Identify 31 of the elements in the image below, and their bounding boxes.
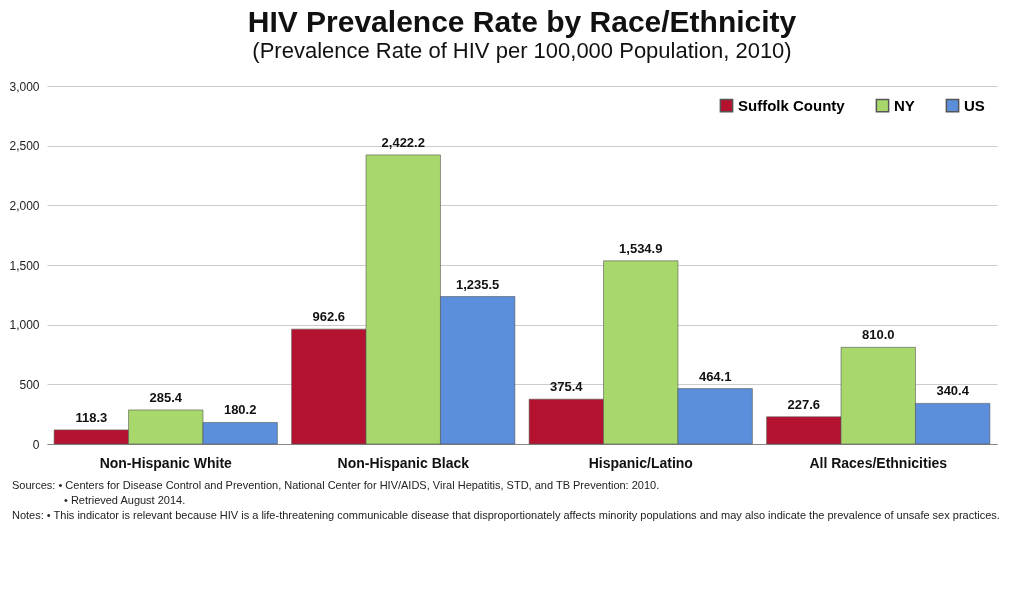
data-label: 464.1 [698,368,732,384]
data-label: 1,235.5 [455,276,500,292]
text: • Retrieved August 2014. [63,493,187,508]
y-tick-label: 1,000 [9,318,40,333]
data-label: 285.4 [149,389,183,405]
x-tick-label: All Races/Ethnicities [809,454,948,471]
data-label: 180.2 [223,402,257,418]
y-tick-label: 1,500 [9,258,40,273]
chart-subtitle: (Prevalence Rate of HIV per 100,000 Population, 2010) [252,38,792,63]
x-tick-label: Non-Hispanic Black [337,454,470,471]
text: Notes: • This indicator is relevant because HIV is a life-threatening communicable disease that disproportionately affects minority populations and may also indicate the prevalence of unsafe sex practices. [12,508,1001,523]
data-label: 375.4 [550,379,584,395]
source-note: Sources: • Centers for Disease Control and Prevention, National Center for HIV/AIDS, Viral Hepatitis, STD, and TB Prevention: 2010. [12,478,661,493]
data-label: 810.0 [861,327,895,343]
x-tick-label: Non-Hispanic White [99,454,233,471]
y-tick-label: 500 [19,377,40,392]
y-tick-label: 3,000 [9,79,40,94]
y-tick-label: 0 [32,437,40,452]
x-tick-label: Hispanic/Latino [588,454,693,471]
data-label: 227.6 [787,396,821,412]
data-label: 1,534.9 [619,240,663,256]
legend-label: US [964,96,985,114]
data-label: 962.6 [312,309,346,325]
data-label: 340.4 [936,383,970,399]
legend-label: Suffolk County [738,96,846,114]
data-label: 118.3 [75,409,108,425]
chart-title: HIV Prevalence Rate by Race/Ethnicity [247,5,797,38]
y-tick-label: 2,500 [9,139,40,154]
data-label: 2,422.2 [381,134,425,150]
legend-label: NY [894,96,915,114]
y-tick-label: 2,000 [9,198,40,213]
